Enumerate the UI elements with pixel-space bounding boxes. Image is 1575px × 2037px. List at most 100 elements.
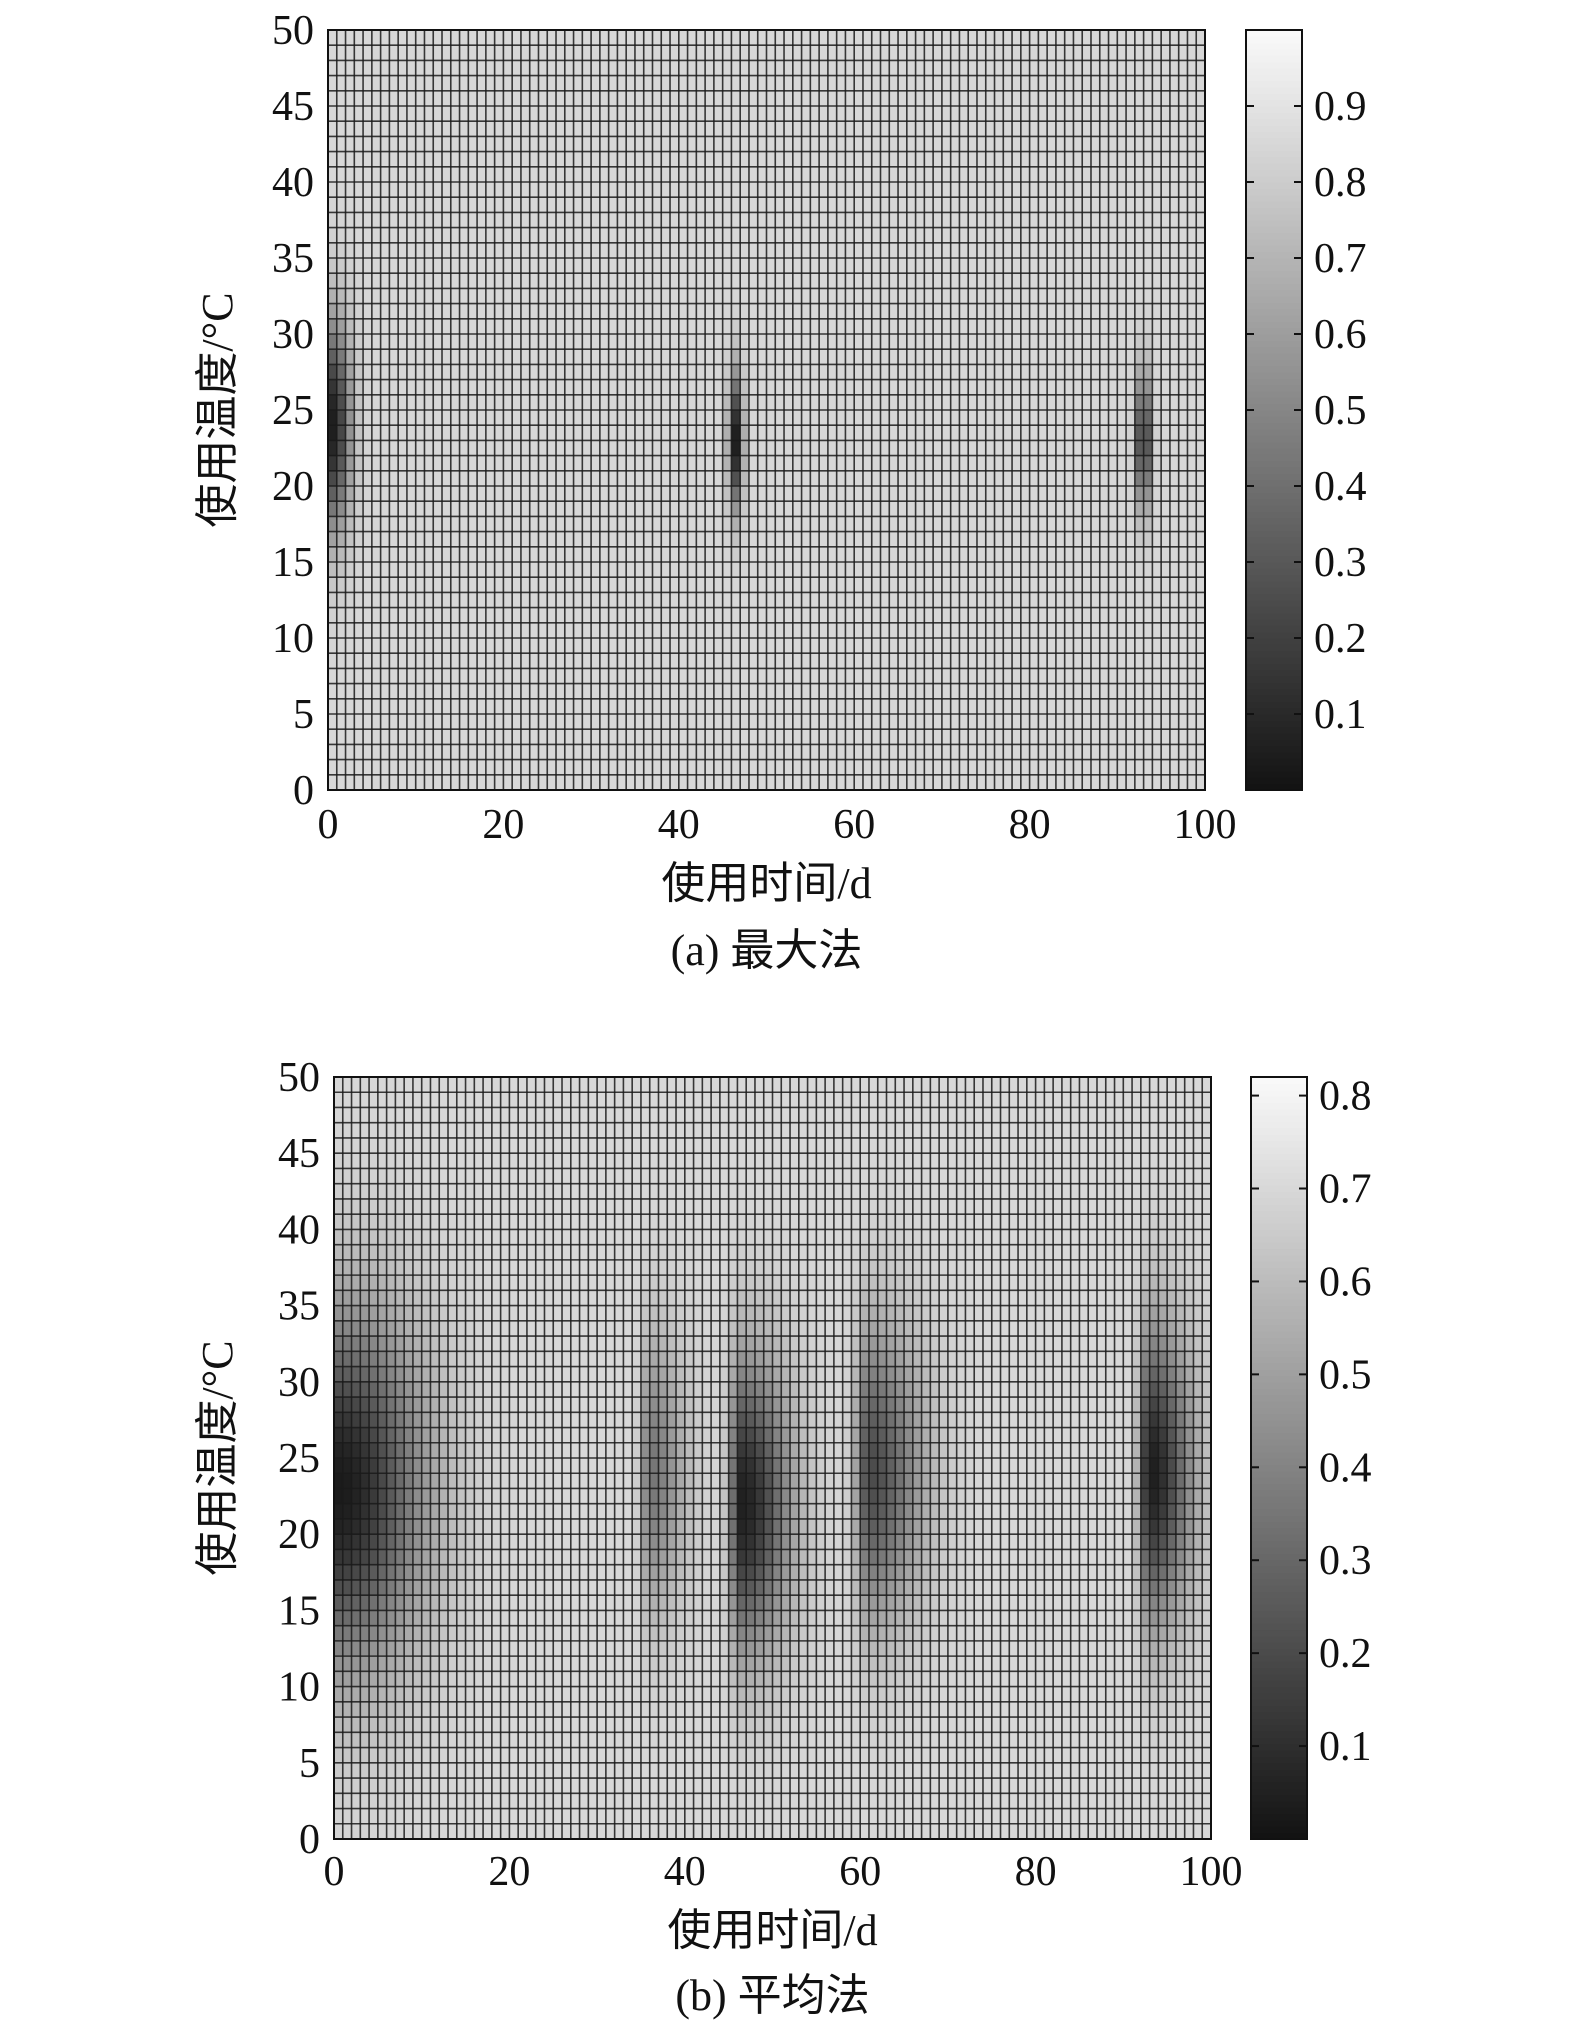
heatmap-cell	[687, 394, 697, 411]
heatmap-cell	[1012, 334, 1022, 350]
heatmap-cell	[976, 622, 987, 639]
heatmap-cell	[1126, 744, 1136, 760]
heatmap-cell	[354, 622, 364, 639]
heatmap-cell	[424, 151, 434, 168]
heatmap-cell	[529, 273, 539, 289]
heatmap-cell	[564, 106, 574, 122]
heatmap-cell	[889, 394, 899, 411]
heatmap-cell	[529, 653, 539, 669]
heatmap-cell	[1029, 774, 1039, 791]
heatmap-cell	[1064, 227, 1074, 244]
heatmap-cell	[1134, 638, 1145, 654]
heatmap-cell	[1108, 182, 1118, 198]
heatmap-cell	[827, 744, 838, 760]
heatmap-cell	[398, 668, 408, 684]
heatmap-cell	[854, 121, 864, 137]
heatmap-cell	[512, 303, 522, 320]
heatmap-cell	[854, 546, 864, 563]
heatmap-cell	[1143, 455, 1153, 472]
heatmap-cell	[1161, 714, 1171, 730]
heatmap-cell	[959, 288, 969, 304]
heatmap-cell	[626, 288, 636, 304]
heatmap-cell	[792, 60, 802, 76]
heatmap-cell	[1090, 440, 1101, 456]
heatmap-cell	[950, 60, 960, 76]
heatmap-cell	[871, 440, 881, 456]
heatmap-cell	[371, 212, 382, 228]
heatmap-cell	[608, 136, 618, 152]
heatmap-cell	[415, 622, 425, 639]
heatmap-cell	[1178, 683, 1188, 700]
heatmap-cell	[827, 410, 838, 426]
heatmap-cell	[1047, 121, 1057, 137]
heatmap-cell	[1169, 394, 1180, 411]
heatmap-cell	[1064, 410, 1074, 426]
heatmap-cell	[363, 531, 373, 548]
heatmap-cell	[792, 303, 802, 320]
heatmap-cell	[819, 744, 829, 760]
heatmap-cell	[599, 516, 610, 532]
heatmap-cell	[634, 410, 645, 426]
heatmap-cell	[1117, 501, 1127, 517]
heatmap-cell	[819, 562, 829, 578]
heatmap-cell	[731, 303, 741, 320]
heatmap-cell	[345, 774, 355, 791]
heatmap-cell	[950, 349, 960, 365]
heatmap-cell	[1073, 242, 1083, 259]
heatmap-cell	[1187, 425, 1197, 441]
heatmap-cell	[862, 774, 873, 791]
heatmap-cell	[766, 121, 776, 137]
heatmap-cell	[1196, 121, 1206, 137]
heatmap-cell	[819, 212, 829, 228]
heatmap-cell	[1038, 166, 1048, 183]
heatmap-cell	[1161, 394, 1171, 411]
heatmap-cell	[959, 531, 969, 548]
heatmap-cell	[1029, 470, 1039, 487]
heatmap-cell	[915, 668, 925, 684]
heatmap-cell	[450, 531, 460, 548]
heatmap-cell	[477, 288, 487, 304]
heatmap-cell	[608, 30, 618, 46]
heatmap-cell	[529, 486, 539, 502]
heatmap-cell	[792, 607, 802, 624]
heatmap-cell	[468, 212, 478, 228]
heatmap-cell	[354, 516, 364, 532]
heatmap-cell	[512, 227, 522, 244]
heatmap-cell	[1134, 562, 1145, 578]
heatmap-cell	[380, 136, 390, 152]
heatmap-cell	[345, 638, 355, 654]
heatmap-cell	[406, 136, 417, 152]
heatmap-cell	[1090, 151, 1101, 168]
heatmap-cell	[328, 75, 338, 92]
heatmap-cell	[380, 577, 390, 593]
heatmap-cell	[398, 425, 408, 441]
heatmap-cell	[564, 653, 574, 669]
heatmap-cell	[889, 714, 899, 730]
heatmap-cell	[994, 410, 1004, 426]
heatmap-cell	[862, 197, 873, 213]
heatmap-cell	[354, 562, 364, 578]
heatmap-cell	[976, 531, 987, 548]
heatmap-cell	[827, 273, 838, 289]
heatmap-cell	[889, 516, 899, 532]
heatmap-cell	[573, 334, 583, 350]
heatmap-cell	[906, 607, 916, 624]
heatmap-cell	[862, 668, 873, 684]
heatmap-cell	[328, 653, 338, 669]
heatmap-cell	[713, 318, 724, 335]
heatmap-cell	[1126, 121, 1136, 137]
heatmap-cell	[1029, 242, 1039, 259]
heatmap-cell	[1064, 121, 1074, 137]
heatmap-cell	[941, 774, 952, 791]
heatmap-cell	[591, 546, 601, 563]
heatmap-cell	[1047, 151, 1057, 168]
heatmap-cell	[976, 668, 987, 684]
heatmap-cell	[406, 197, 417, 213]
heatmap-cell	[398, 136, 408, 152]
heatmap-cell	[845, 668, 855, 684]
heatmap-cell	[959, 106, 969, 122]
heatmap-cell	[722, 212, 732, 228]
heatmap-cell	[959, 121, 969, 137]
heatmap-cell	[652, 288, 662, 304]
heatmap-cell	[819, 136, 829, 152]
